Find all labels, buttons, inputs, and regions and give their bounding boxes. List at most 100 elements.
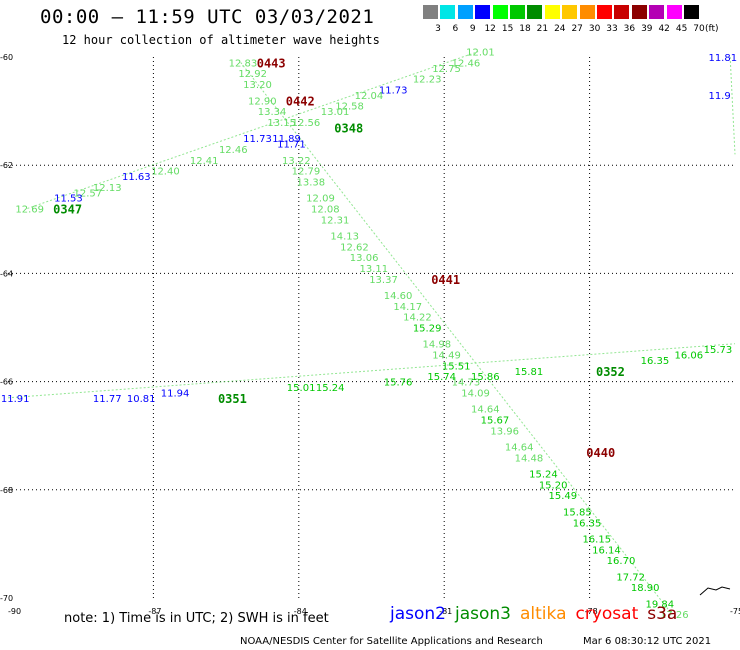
legend-label: 9	[469, 24, 476, 34]
chart-title: 00:00 – 11:59 UTC 03/03/2021	[40, 6, 375, 28]
x-tick-label: -90	[8, 607, 21, 616]
wave-height-label: 16.15	[582, 534, 611, 545]
satellite-label: altika	[520, 604, 567, 624]
legend-unit: (ft)	[705, 24, 719, 34]
wave-height-label: 16.35	[641, 356, 670, 367]
wave-height-label: 12.83	[229, 58, 258, 69]
footer-timestamp: Mar 6 08:30:12 UTC 2021	[583, 636, 712, 647]
wave-height-label: 10.81	[127, 394, 156, 405]
wave-height-label: 13.37	[369, 275, 398, 286]
wave-height-label: 17.72	[616, 572, 645, 583]
footer-note: note: 1) Time is in UTC; 2) SWH is in fe…	[64, 611, 329, 626]
wave-height-label: 12.69	[15, 204, 44, 215]
legend-label: 3	[435, 24, 441, 34]
wave-height-label: 15.86	[471, 372, 500, 383]
wave-height-label: 16.70	[607, 556, 636, 567]
legend-label: 6	[452, 24, 459, 34]
wave-height-label: 11.73	[243, 134, 272, 145]
x-tick-label: -81	[439, 607, 452, 616]
legend-label: 18	[519, 24, 531, 34]
footer-credit: NOAA/NESDIS Center for Satellite Applica…	[240, 636, 543, 647]
legend-swatch	[614, 5, 630, 19]
x-tick-label: -75	[730, 607, 740, 616]
legend-swatch	[492, 5, 508, 19]
coastline	[699, 586, 731, 596]
wave-height-label: 11.91	[1, 394, 30, 405]
wave-height-label: 11.89	[272, 134, 301, 145]
wave-height-label: 16.35	[573, 518, 602, 529]
wave-height-label: 12.79	[292, 167, 321, 178]
wave-height-label: 15.74	[427, 372, 456, 383]
y-tick-label: -60	[0, 53, 13, 62]
wave-height-label: 11.81	[708, 53, 737, 64]
satellite-label: jason3	[455, 604, 511, 624]
wave-height-label: 15.24	[529, 470, 558, 481]
legend-swatch	[579, 5, 595, 19]
wave-height-label: 14.13	[330, 232, 359, 243]
wave-height-label: 14.09	[461, 388, 490, 399]
wave-height-label: 18.90	[631, 583, 660, 594]
legend-label: 42	[658, 24, 670, 34]
wave-height-label: 15.24	[316, 383, 345, 394]
satellite-track	[729, 56, 736, 155]
legend-swatch	[562, 5, 578, 19]
wave-height-label: 12.58	[335, 102, 364, 113]
wave-height-label: 16.06	[675, 351, 704, 362]
legend-label: 30	[588, 24, 601, 34]
legend-label: 33	[606, 24, 618, 34]
wave-height-label: 12.01	[466, 48, 495, 59]
wave-height-label: 12.75	[432, 64, 461, 75]
wave-height-label: 12.90	[248, 96, 277, 107]
satellite-label: s3a	[647, 604, 678, 624]
wave-height-label: 15.67	[481, 415, 510, 426]
wave-height-label: 15.85	[563, 507, 592, 518]
pass-time-label: 0443	[257, 56, 286, 70]
legend-swatch	[631, 5, 647, 19]
legend-swatch	[649, 5, 665, 19]
wave-height-label: 12.08	[311, 204, 340, 215]
wave-height-label: 13.11	[360, 264, 389, 275]
legend-label: 24	[554, 24, 566, 34]
wave-height-label: 12.23	[413, 75, 442, 86]
satellite-legend: jason2 jason3 altika cryosat s3a	[390, 604, 686, 624]
legend-swatch	[423, 5, 438, 19]
pass-time-label: 0352	[596, 365, 625, 379]
wave-height-label: 14.49	[432, 351, 461, 362]
y-tick-label: -66	[0, 378, 13, 387]
y-tick-label: -70	[0, 594, 13, 603]
legend-swatch	[544, 5, 560, 19]
wave-height-label: 12.46	[219, 145, 248, 156]
legend-swatch	[440, 5, 456, 19]
legend-swatch	[597, 5, 612, 19]
wave-height-label: 14.22	[403, 313, 432, 324]
wave-height-label: 12.04	[355, 91, 384, 102]
wave-height-label: 11.63	[122, 172, 151, 183]
wave-height-label: 15.01	[287, 383, 316, 394]
legend-swatch	[475, 5, 491, 19]
wave-height-label: 12.13	[93, 183, 122, 194]
wave-height-label: 15.73	[704, 345, 733, 356]
satellite-label: cryosat	[575, 604, 639, 624]
wave-height-label: 14.60	[384, 291, 413, 302]
wave-height-label: 13.38	[296, 177, 325, 188]
wave-height-label: 15.20	[539, 480, 568, 491]
wave-height-label: 15.49	[549, 491, 578, 502]
legend-label: 27	[571, 24, 583, 34]
wave-height-label: 15.29	[413, 324, 442, 335]
legend-swatch	[527, 5, 543, 19]
pass-time-label: 0442	[286, 94, 315, 108]
wave-height-label: 14.64	[471, 405, 500, 416]
satellite-track	[7, 343, 736, 399]
x-tick-label: -84	[294, 607, 307, 616]
satellite-track	[240, 62, 673, 615]
wave-height-label: 13.01	[321, 107, 350, 118]
wave-height-label: 15.81	[515, 367, 544, 378]
wave-height-label: 11.9	[708, 91, 730, 102]
wave-height-label: 14.17	[393, 302, 422, 313]
wave-height-label: 12.57	[74, 188, 103, 199]
y-tick-label: -62	[0, 161, 13, 170]
wave-height-label: 12.40	[151, 167, 180, 178]
wave-height-label: 14.73	[452, 378, 481, 389]
wave-height-label: 14.98	[423, 340, 452, 351]
